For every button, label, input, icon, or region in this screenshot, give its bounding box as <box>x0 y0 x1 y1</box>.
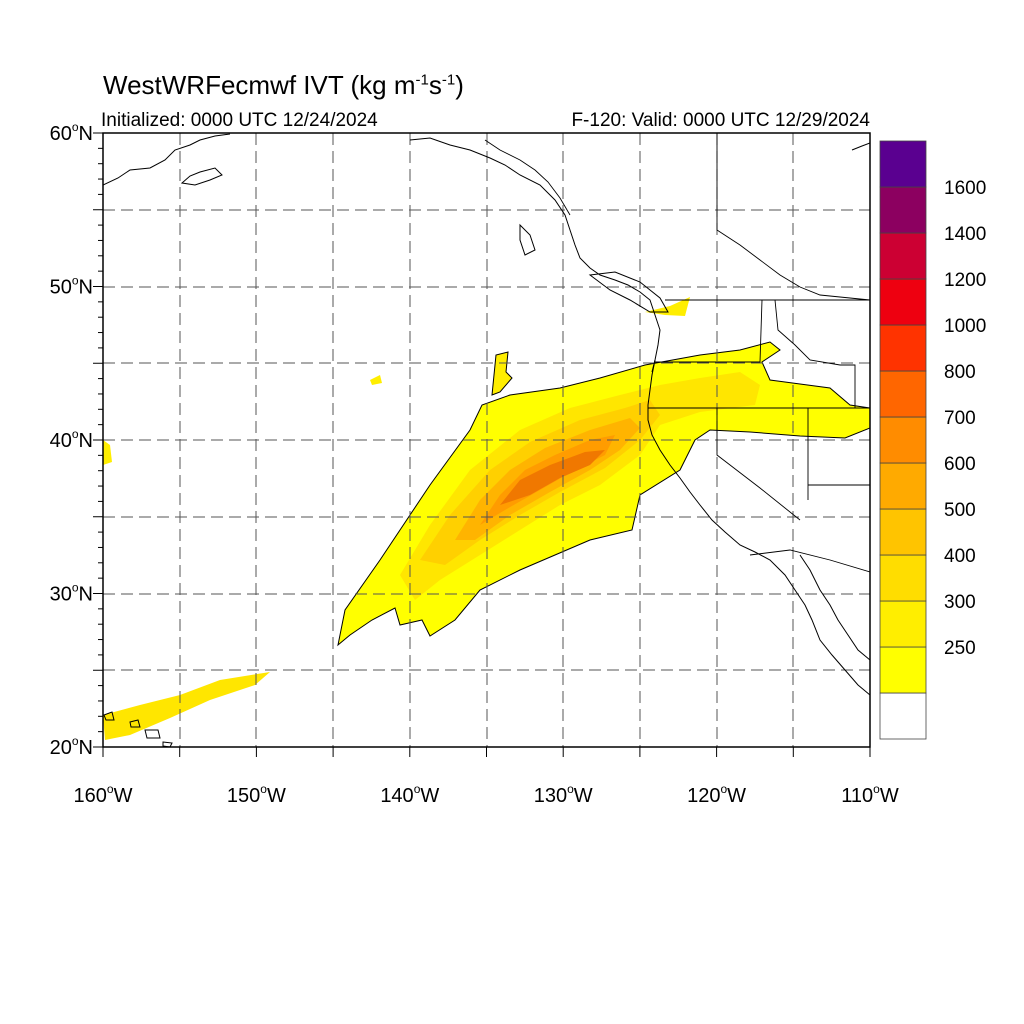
colorbar-swatch <box>879 692 927 740</box>
colorbar-label: 500 <box>944 500 976 521</box>
coastline-hawaii <box>103 711 173 747</box>
ivt-contour-250 <box>337 341 870 647</box>
colorbar-swatch <box>879 600 927 648</box>
border-ca-nv <box>716 408 801 521</box>
colorbar-label: 1400 <box>944 224 986 245</box>
colorbar-swatch <box>879 554 927 602</box>
initialized-time: Initialized: 0000 UTC 12/24/2024 <box>101 110 378 131</box>
ivt-field <box>103 297 870 740</box>
colorbar-swatch <box>879 462 927 510</box>
colorbar: 250 300 400 500 600 700 800 1000 1200 1400 1600 <box>879 140 986 740</box>
lat-label: 40oN <box>50 427 93 452</box>
ivt-patch-hawaii <box>103 672 270 740</box>
border-us-mexico <box>749 549 870 573</box>
valid-time: F-120: Valid: 0000 UTC 12/29/2024 <box>571 110 870 131</box>
colorbar-swatch <box>879 278 927 326</box>
colorbar-label: 1600 <box>944 178 986 199</box>
coastlines <box>103 133 870 747</box>
chart-title: WestWRFecmwf IVT (kg m-1s-1) <box>103 70 464 100</box>
border-yukon-bc <box>716 133 870 301</box>
colorbar-swatch <box>879 324 927 372</box>
coastline-gulf-alaska <box>409 137 661 373</box>
lon-label: 120oW <box>687 782 746 807</box>
lon-label: 110oW <box>841 782 899 807</box>
lon-label: 140oW <box>380 782 439 807</box>
map-area <box>103 133 870 747</box>
colorbar-swatch <box>879 140 927 188</box>
lon-label: 150oW <box>227 782 286 807</box>
colorbar-label: 1200 <box>944 270 986 291</box>
colorbar-swatch <box>879 370 927 418</box>
colorbar-swatch <box>879 508 927 556</box>
colorbar-label: 600 <box>944 454 976 475</box>
lat-label: 30oN <box>50 581 93 606</box>
lat-label: 20oN <box>50 734 93 759</box>
border-wa-or <box>655 299 763 363</box>
coastline-baja-gulf <box>799 554 870 661</box>
border-alaska-canada <box>484 139 571 216</box>
ivt-patch-peninsula <box>491 351 513 396</box>
ivt-patch-west-edge <box>103 440 112 465</box>
ivt-patch-bc <box>645 297 690 316</box>
latitude-labels: 60oN 50oN 40oN 30oN 20oN <box>50 120 93 759</box>
axis-ticks <box>93 132 871 757</box>
colorbar-label: 250 <box>944 638 976 659</box>
gridlines <box>103 133 870 747</box>
coastline-ne-corner <box>851 142 870 151</box>
borders <box>484 133 870 573</box>
coastline-alaska <box>103 133 231 186</box>
ivt-contour-700 <box>500 450 605 505</box>
longitude-labels: 160oW 150oW 140oW 130oW 120oW 110oW <box>74 782 899 807</box>
ivt-patch-small-1 <box>370 375 382 385</box>
border-id-mt <box>774 299 856 408</box>
coastline-us-west <box>647 359 870 696</box>
colorbar-swatch <box>879 646 927 694</box>
lat-label: 60oN <box>50 120 93 145</box>
coastline-alaska-islands <box>180 167 223 186</box>
ivt-contour-300 <box>400 372 760 600</box>
colorbar-label: 800 <box>944 362 976 383</box>
coastline-bc-islands <box>519 223 669 313</box>
colorbar-swatch <box>879 186 927 234</box>
lat-label: 50oN <box>50 274 93 299</box>
lon-label: 160oW <box>74 782 133 807</box>
colorbar-swatch <box>879 232 927 280</box>
colorbar-label: 400 <box>944 546 976 567</box>
lon-label: 130oW <box>534 782 593 807</box>
colorbar-label: 300 <box>944 592 976 613</box>
colorbar-swatch <box>879 416 927 464</box>
colorbar-label: 1000 <box>944 316 986 337</box>
colorbar-label: 700 <box>944 408 976 429</box>
